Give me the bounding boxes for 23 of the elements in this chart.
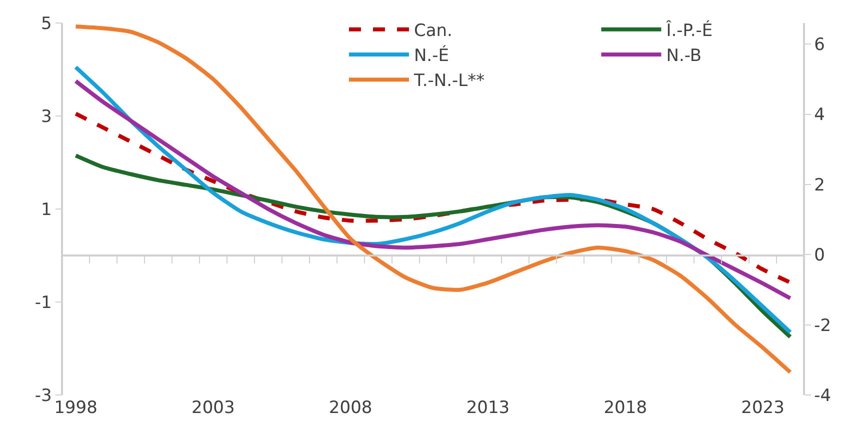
x-tick-label: 2003 — [192, 398, 235, 418]
y-tick-label: 3 — [41, 106, 52, 127]
x-tick-label: 2018 — [604, 398, 648, 418]
y2-tick-label: 2 — [814, 175, 825, 196]
y2-tick-label: 0 — [814, 246, 825, 266]
y2-tick-label: -2 — [814, 316, 832, 336]
legend-label: T.-N.-L** — [412, 71, 485, 92]
x-tick-label: 2013 — [466, 398, 510, 418]
x-tick-label: 2008 — [328, 398, 372, 418]
legend-label: Î.-P.-É — [665, 20, 713, 42]
y-tick-label: 1 — [41, 200, 52, 220]
legend-label: N.-É — [414, 45, 449, 66]
x-tick-label: 1998 — [54, 398, 98, 418]
y2-tick-label: -4 — [814, 386, 832, 406]
y2-tick-label: 6 — [814, 35, 825, 56]
y2-tick-label: 4 — [814, 105, 825, 126]
x-tick-label: 2023 — [741, 398, 784, 418]
y-tick-label: -1 — [34, 292, 52, 313]
y-tick-label: 5 — [41, 14, 52, 34]
y-tick-label: -3 — [34, 386, 52, 406]
legend-label: Can. — [414, 21, 452, 42]
line-series — [74, 112, 792, 284]
legend-label: N.-B — [666, 46, 702, 66]
